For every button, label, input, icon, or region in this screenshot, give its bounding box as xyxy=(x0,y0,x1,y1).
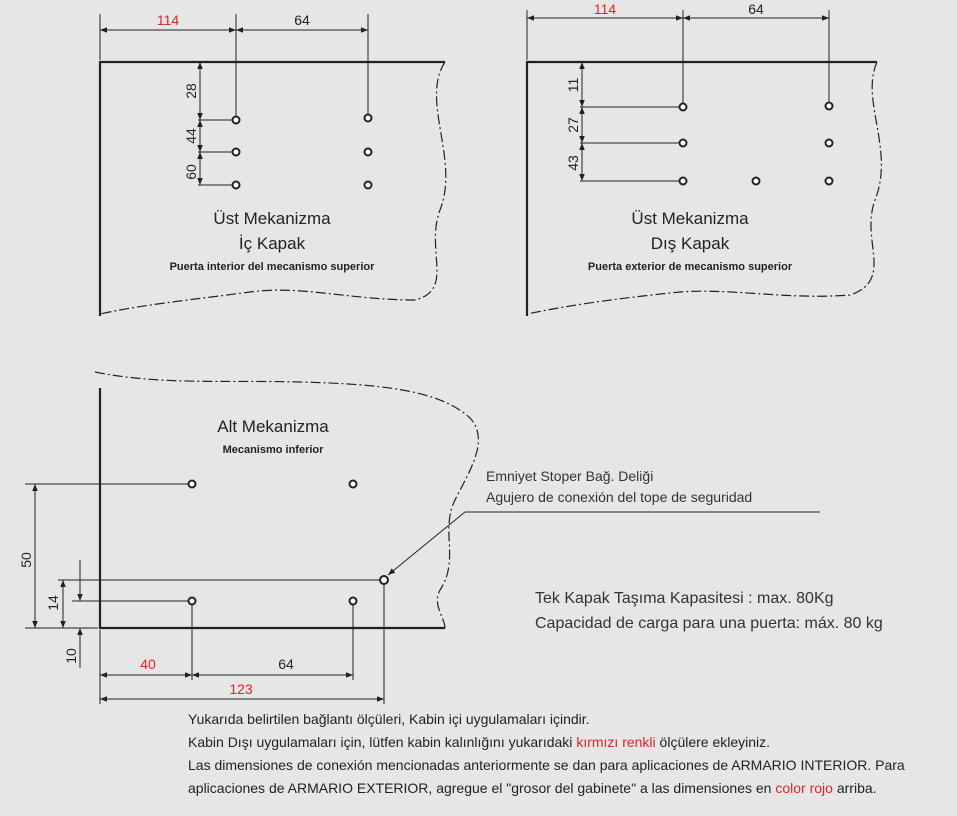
dim-43: 43 xyxy=(565,155,581,171)
note-text: arriba. xyxy=(832,780,877,796)
mount-hole xyxy=(348,479,358,489)
mount-hole xyxy=(751,176,761,186)
dim-40: 40 xyxy=(140,656,156,672)
dim-114: 114 xyxy=(157,12,180,28)
mount-hole xyxy=(187,479,197,489)
dim-114: 114 xyxy=(594,1,617,17)
mount-hole xyxy=(231,180,241,190)
mount-hole xyxy=(363,147,373,157)
panel-title: Üst Mekanizma xyxy=(213,209,331,228)
note-red-text: color rojo xyxy=(775,780,833,796)
safety-stopper-hole xyxy=(379,575,389,585)
note-text: Yukarıda belirtilen bağlantı ölçüleri, K… xyxy=(188,711,590,727)
panel-edge xyxy=(98,60,445,316)
callout-label-tr: Emniyet Stoper Bağ. Deliği xyxy=(486,468,653,484)
dim-27: 27 xyxy=(565,117,581,133)
mount-hole xyxy=(363,180,373,190)
dim-64: 64 xyxy=(294,12,310,28)
callout-leader xyxy=(387,511,820,576)
technical-drawing: 114 64 28 44 60 Üst Mekanizma İç Kapak P… xyxy=(18,1,883,704)
panel-subtitle: Mecanismo inferior xyxy=(223,444,325,456)
mount-hole xyxy=(824,138,834,148)
notes-block: Yukarıda belirtilen bağlantı ölçüleri, K… xyxy=(188,708,957,800)
mount-hole xyxy=(678,176,688,186)
panel-title: Üst Mekanizma xyxy=(631,209,749,228)
panel-subtitle: Puerta interior del mecanismo superior xyxy=(170,261,376,273)
note-line: Las dimensiones de conexión mencionadas … xyxy=(188,754,957,777)
break-line xyxy=(94,371,480,629)
note-text: Kabin Dışı uygulamaları için, lütfen kab… xyxy=(188,734,577,750)
break-line xyxy=(526,61,882,315)
note-text: ölçülere ekleyiniz. xyxy=(655,734,771,750)
mount-hole xyxy=(231,147,241,157)
mount-hole xyxy=(187,596,197,606)
note-red-text: kırmızı renkli xyxy=(576,734,656,750)
dim-14: 14 xyxy=(45,595,61,611)
panel-edge xyxy=(525,60,877,316)
mount-hole xyxy=(231,115,241,125)
mount-hole xyxy=(348,596,358,606)
note-line: Kabin Dışı uygulamaları için, lütfen kab… xyxy=(188,731,957,754)
dim-64: 64 xyxy=(748,1,764,17)
callout-label-es: Agujero de conexión del tope de segurida… xyxy=(486,489,752,505)
panel-title: Alt Mekanizma xyxy=(217,417,329,436)
mount-hole xyxy=(824,101,834,111)
capacity-tr: Tek Kapak Taşıma Kapasitesi : max. 80Kg xyxy=(535,590,834,607)
panel-edge xyxy=(98,388,445,630)
note-text: aplicaciones de ARMARIO EXTERIOR, agregu… xyxy=(188,780,776,796)
top-left-panel: 114 64 28 44 60 Üst Mekanizma İç Kapak P… xyxy=(98,12,447,316)
bottom-panel: Alt Mekanizma Mecanismo inferior 50 14 1… xyxy=(18,371,820,704)
panel-subtitle: Puerta exterior de mecanismo superior xyxy=(588,261,793,273)
break-line xyxy=(99,61,447,315)
dim-60: 60 xyxy=(183,164,199,180)
mount-hole xyxy=(678,102,688,112)
panel-title-line2: İç Kapak xyxy=(239,234,306,253)
dim-10: 10 xyxy=(63,648,79,664)
dim-50: 50 xyxy=(18,552,34,568)
top-right-panel: 114 64 11 27 43 Üst Mekanizma Dış Kapak … xyxy=(525,1,882,316)
panel-title-line2: Dış Kapak xyxy=(651,234,730,253)
mount-hole xyxy=(363,113,373,123)
dim-28: 28 xyxy=(183,83,199,99)
capacity-es: Capacidad de carga para una puerta: máx.… xyxy=(535,615,883,632)
dim-123: 123 xyxy=(229,681,253,697)
note-line: aplicaciones de ARMARIO EXTERIOR, agregu… xyxy=(188,777,957,800)
dim-64: 64 xyxy=(278,656,294,672)
mount-hole xyxy=(678,138,688,148)
note-line: Yukarıda belirtilen bağlantı ölçüleri, K… xyxy=(188,708,957,731)
mount-hole xyxy=(824,176,834,186)
dim-11: 11 xyxy=(565,78,581,93)
dim-44: 44 xyxy=(183,128,199,144)
note-text: Las dimensiones de conexión mencionadas … xyxy=(188,757,905,773)
